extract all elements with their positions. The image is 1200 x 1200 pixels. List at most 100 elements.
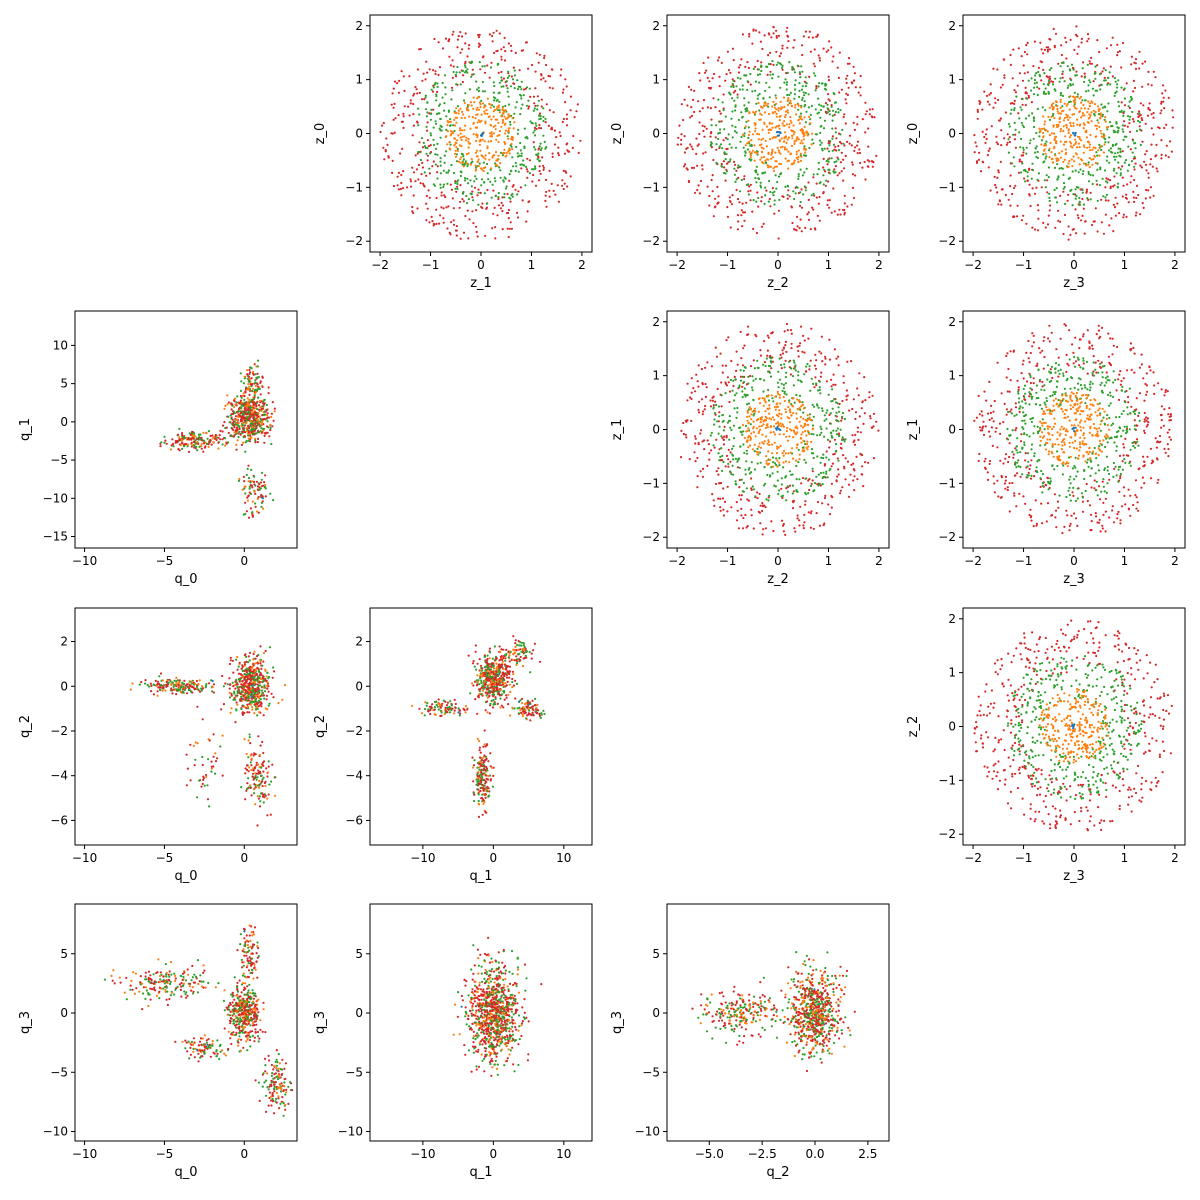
point xyxy=(801,85,804,88)
point xyxy=(746,333,749,336)
point xyxy=(837,473,840,476)
point xyxy=(858,148,861,151)
point xyxy=(768,96,771,99)
point xyxy=(1167,448,1170,451)
point xyxy=(512,66,516,69)
point xyxy=(1036,156,1039,160)
point xyxy=(544,117,547,120)
point xyxy=(1086,372,1089,375)
point xyxy=(816,214,820,217)
point xyxy=(1140,353,1143,356)
point xyxy=(751,448,755,451)
point xyxy=(497,197,500,201)
y-tick-label: 2 xyxy=(948,19,956,33)
point xyxy=(744,154,747,157)
point xyxy=(743,344,746,347)
point xyxy=(1105,180,1108,183)
point xyxy=(765,417,768,420)
point xyxy=(1121,460,1124,463)
point xyxy=(809,526,813,529)
point xyxy=(1067,225,1070,228)
point xyxy=(545,178,548,181)
point xyxy=(774,165,777,168)
point xyxy=(1022,148,1025,151)
point xyxy=(1083,146,1086,149)
point xyxy=(843,144,846,147)
point xyxy=(1081,67,1084,70)
point xyxy=(777,109,780,112)
point xyxy=(497,71,500,74)
point xyxy=(481,80,484,84)
point xyxy=(733,375,736,378)
point xyxy=(486,188,489,192)
point xyxy=(815,196,818,199)
point xyxy=(1127,201,1130,204)
point xyxy=(988,418,991,421)
point xyxy=(801,44,804,47)
point xyxy=(785,499,788,502)
point xyxy=(837,144,840,148)
point xyxy=(793,140,796,143)
point xyxy=(1123,494,1126,497)
point xyxy=(448,141,451,144)
point xyxy=(772,26,775,29)
scatter-points xyxy=(676,25,878,240)
point xyxy=(1145,384,1148,387)
point xyxy=(1101,70,1104,73)
point xyxy=(565,85,568,88)
point xyxy=(1120,66,1123,69)
point xyxy=(833,101,837,104)
point xyxy=(536,95,540,98)
point xyxy=(429,152,432,155)
point xyxy=(715,148,718,151)
point xyxy=(706,76,709,79)
point xyxy=(802,524,805,527)
point xyxy=(803,100,806,103)
point xyxy=(769,375,773,378)
point xyxy=(1029,508,1032,511)
point xyxy=(519,113,522,116)
point xyxy=(680,138,683,141)
point xyxy=(856,115,859,118)
point xyxy=(1103,118,1106,121)
point xyxy=(828,113,831,116)
point xyxy=(811,138,814,141)
point xyxy=(475,177,478,180)
point xyxy=(749,72,752,76)
point xyxy=(1112,230,1115,233)
point xyxy=(1015,215,1019,218)
point xyxy=(460,116,463,119)
point xyxy=(828,440,832,443)
point xyxy=(778,62,782,65)
point xyxy=(718,75,721,78)
point xyxy=(1165,144,1168,147)
point xyxy=(489,135,492,138)
point xyxy=(769,138,772,141)
point xyxy=(467,152,470,155)
point xyxy=(716,185,719,189)
point xyxy=(800,188,803,191)
point xyxy=(507,95,510,98)
point xyxy=(467,146,470,149)
point xyxy=(1119,151,1122,154)
point xyxy=(745,487,748,490)
point xyxy=(729,460,732,463)
point xyxy=(1118,154,1121,157)
point xyxy=(1102,195,1105,198)
point xyxy=(478,162,481,165)
point xyxy=(474,175,477,178)
point xyxy=(803,94,806,97)
point xyxy=(983,135,986,139)
point xyxy=(425,219,428,222)
point xyxy=(754,435,757,438)
point xyxy=(1163,447,1166,450)
point xyxy=(1023,398,1026,401)
point xyxy=(779,100,782,103)
point xyxy=(714,400,717,403)
point xyxy=(992,420,995,423)
point xyxy=(534,134,537,137)
point xyxy=(782,346,786,349)
point xyxy=(480,113,483,116)
point xyxy=(748,112,751,115)
point xyxy=(778,140,782,143)
